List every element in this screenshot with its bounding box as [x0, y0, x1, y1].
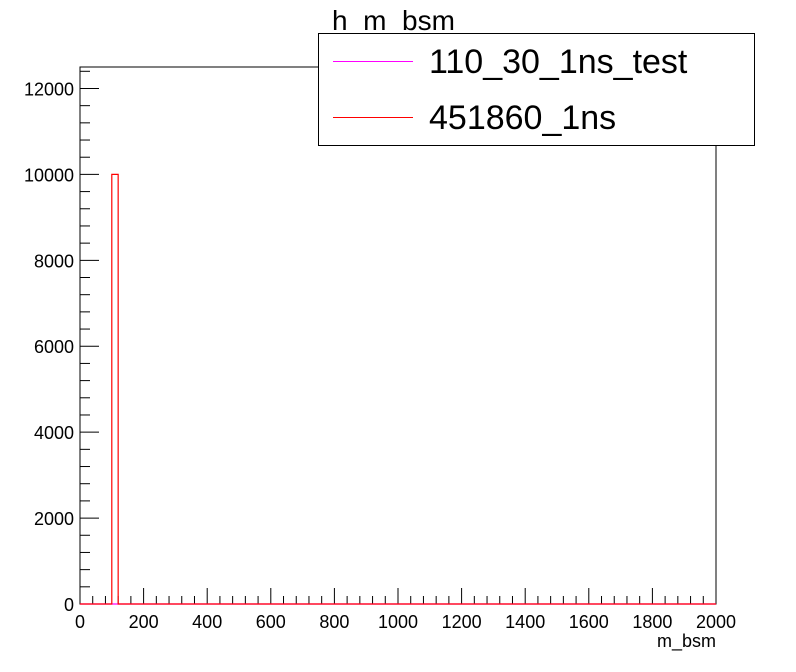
legend-entry-series-2: 451860_1ns [319, 90, 754, 146]
y-tick-label: 6000 [34, 337, 74, 357]
y-tick-label: 8000 [34, 251, 74, 271]
histogram-bin [112, 174, 118, 604]
x-tick-label: 1000 [378, 612, 418, 632]
x-tick-label: 1400 [505, 612, 545, 632]
x-axis-label: m_bsm [656, 631, 716, 651]
x-tick-label: 1800 [632, 612, 672, 632]
y-tick-label: 0 [64, 595, 74, 615]
y-tick-label: 12000 [24, 79, 74, 99]
x-tick-label: 400 [192, 612, 222, 632]
x-tick-label: 800 [319, 612, 349, 632]
y-tick-label: 10000 [24, 165, 74, 185]
legend-label-series-1: 110_30_1ns_test [429, 43, 688, 81]
legend-entry-series-1: 110_30_1ns_test [319, 34, 754, 90]
legend-swatch-series-2 [333, 117, 413, 118]
legend-swatch-series-1 [333, 61, 413, 62]
x-tick-label: 200 [129, 612, 159, 632]
legend: 110_30_1ns_test 451860_1ns [318, 33, 755, 146]
y-tick-label: 2000 [34, 509, 74, 529]
x-tick-label: 0 [75, 612, 85, 632]
plot-frame [79, 66, 717, 605]
y-tick-label: 4000 [34, 423, 74, 443]
histogram-series-2 [80, 173, 716, 605]
x-tick-label: 2000 [696, 612, 736, 632]
x-tick-label: 1200 [442, 612, 482, 632]
legend-label-series-2: 451860_1ns [429, 99, 617, 137]
x-tick-label: 1600 [569, 612, 609, 632]
x-tick-label: 600 [256, 612, 286, 632]
chart-title: h_m_bsm [332, 5, 455, 36]
